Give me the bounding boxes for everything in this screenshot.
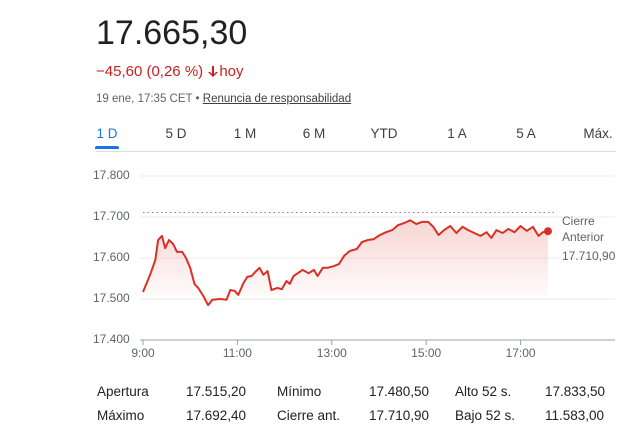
range-tab[interactable]: 5 A — [516, 126, 536, 141]
price-change: −45,60 (0,26 %) hoy — [96, 63, 244, 80]
stat-value: 17.692,40 — [186, 408, 247, 423]
meta: 19 ene, 17:35 CET • Renuncia de responsa… — [96, 93, 352, 105]
range-tab[interactable]: 5 D — [165, 126, 187, 141]
y-tick-label: 17.800 — [93, 168, 130, 182]
last-point — [543, 227, 552, 236]
stat-label: Apertura — [97, 384, 149, 399]
reference-value: 17.710,90 — [562, 249, 616, 263]
down-arrow — [208, 66, 219, 77]
stat-value: 11.583,00 — [545, 408, 605, 423]
reference-label: Cierre Anterior — [562, 214, 605, 244]
range-tab[interactable]: 1 D — [96, 126, 118, 141]
change-value: −45,60 (0,26 %) — [96, 63, 204, 80]
y-tick-label: 17.500 — [93, 291, 130, 305]
range-tab[interactable]: 6 M — [302, 126, 326, 141]
range-tab[interactable]: Máx. — [583, 126, 613, 141]
price: 17.665,30 — [96, 14, 248, 52]
x-tick-label: 15:00 — [411, 346, 441, 360]
area-fill — [143, 220, 548, 306]
x-tick-label: 13:00 — [317, 346, 347, 360]
date: 19 ene, 17:35 CET — [96, 93, 193, 105]
range-tab[interactable]: 1 A — [447, 126, 467, 141]
stat-value: 17.515,20 — [186, 384, 247, 399]
stat-value: 17.480,50 — [369, 384, 430, 399]
stat-label: Máximo — [97, 408, 145, 423]
y-tick-label: 17.600 — [93, 250, 130, 264]
period: hoy — [219, 63, 244, 80]
stat-value: 17.833,50 — [545, 384, 606, 399]
y-tick-label: 17.400 — [93, 332, 130, 346]
x-tick-label: 17:00 — [506, 346, 536, 360]
selected-tab-indicator — [95, 146, 119, 149]
stat-value: 17.710,90 — [369, 408, 430, 423]
price-line — [142, 219, 549, 307]
x-tick-label: 11:00 — [223, 346, 252, 360]
range-tab[interactable]: 1 M — [233, 126, 257, 141]
stat-label: Alto 52 s. — [455, 384, 512, 399]
tab-divider — [96, 151, 616, 152]
stat-label: Mínimo — [277, 384, 322, 399]
disclaimer-link[interactable]: Renuncia de responsabilidad — [202, 93, 352, 105]
x-tick-label: 9:00 — [131, 346, 155, 360]
range-tab[interactable]: YTD — [370, 126, 398, 141]
y-tick-label: 17.700 — [93, 209, 130, 223]
stat-label: Bajo 52 s. — [455, 408, 516, 423]
stat-label: Cierre ant. — [277, 408, 341, 423]
